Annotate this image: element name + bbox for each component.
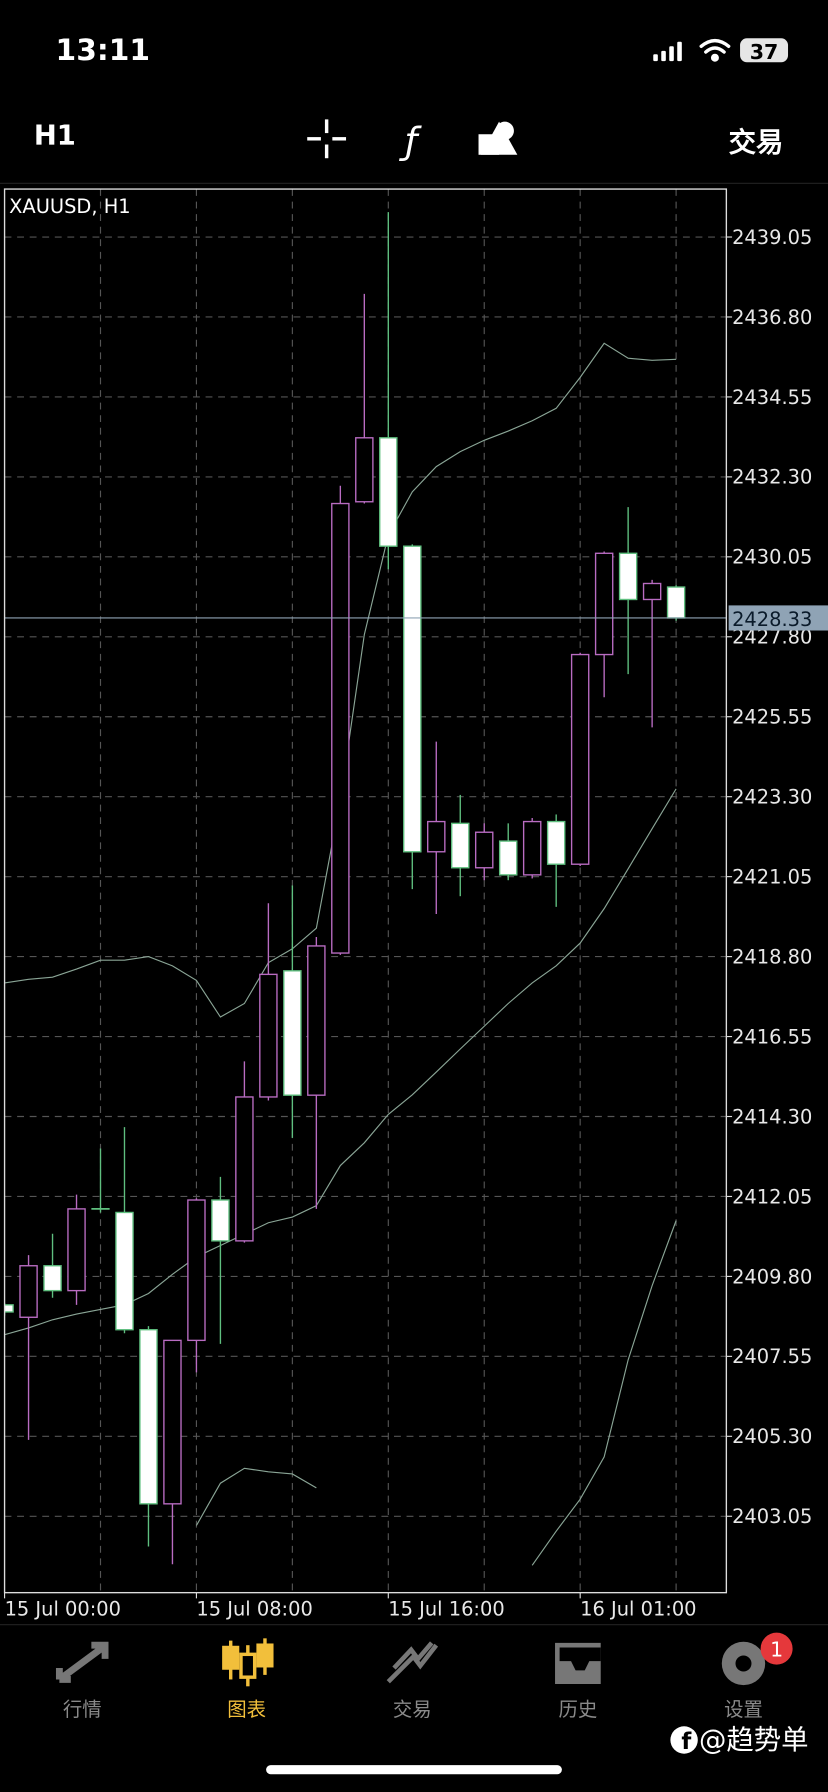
battery-level: 37 <box>750 40 779 64</box>
candle-body <box>546 820 566 865</box>
candle-body <box>139 1329 158 1505</box>
x-tick-label: 15 Jul 00:00 <box>5 1598 121 1621</box>
chart-title: XAUUSD, H1 <box>9 195 131 218</box>
candle-body <box>283 970 302 1096</box>
badge-count: 1 <box>770 1638 783 1662</box>
candle-body <box>19 1265 38 1318</box>
candle-body <box>498 840 518 876</box>
candle-body <box>570 653 590 865</box>
candle-body <box>379 437 398 547</box>
candle-body <box>259 973 278 1098</box>
band-line <box>195 1220 677 1566</box>
nav-icon-trade <box>386 1641 439 1684</box>
svg-text:f: f <box>681 1729 692 1755</box>
plot-frame <box>3 188 728 1594</box>
nav-bar: 行情 图表 交易 历史 设置 <box>63 1698 763 1721</box>
y-tick-label: 2418.80 <box>732 945 812 968</box>
timeframe-button[interactable]: H1 <box>34 121 76 152</box>
y-tick-label: 2423.30 <box>732 786 812 809</box>
plot <box>4 212 727 1566</box>
candle-body <box>666 586 686 619</box>
objects-button[interactable] <box>478 121 518 155</box>
y-tick-label: 2405.30 <box>732 1425 812 1448</box>
candle-body <box>451 822 470 869</box>
y-tick-label: 2432.30 <box>732 466 812 489</box>
nav-tab[interactable]: 行情 <box>63 1698 102 1721</box>
y-tick-label: 2436.80 <box>732 306 812 329</box>
candle-body <box>235 1096 254 1242</box>
trade-button[interactable]: 交易 <box>729 126 784 158</box>
indicators-button[interactable]: ƒ <box>399 120 422 163</box>
nav-icon-settings <box>721 1641 766 1686</box>
y-tick-label: 2421.05 <box>732 865 812 888</box>
grid <box>4 189 727 1593</box>
current-price-box <box>728 605 828 631</box>
candle-body <box>427 820 446 853</box>
axes: 2439.05 2436.80 2434.55 2432.30 2430.05 2427.… <box>3 226 828 1621</box>
candle-body <box>115 1211 134 1331</box>
nav-tab[interactable]: 交易 <box>393 1698 432 1721</box>
y-tick-label: 2403.05 <box>732 1505 812 1528</box>
y-tick-label: 2425.55 <box>732 706 812 729</box>
nav-icon-quotes <box>55 1641 109 1683</box>
candle-body <box>474 831 494 869</box>
y-tick-label: 2434.55 <box>732 386 812 409</box>
nav-icon-chart <box>222 1638 274 1687</box>
y-tick-label: 2427.80 <box>732 626 812 649</box>
x-tick-label: 15 Jul 08:00 <box>196 1598 312 1621</box>
battery <box>740 38 789 63</box>
candle-body <box>642 582 662 601</box>
nav-tab[interactable]: 设置 <box>724 1698 763 1721</box>
y-tick-label: 2430.05 <box>732 546 812 569</box>
y-tick-label: 2439.05 <box>732 226 812 249</box>
candle-body <box>307 945 326 1096</box>
candle-body <box>594 552 614 656</box>
candle-body <box>163 1339 182 1505</box>
y-tick-label: 2412.05 <box>732 1185 812 1208</box>
y-tick-label: 2414.30 <box>732 1105 812 1128</box>
candle-body <box>355 437 374 503</box>
current-price-label: 2428.33 <box>732 608 812 631</box>
x-tick-label: 16 Jul 01:00 <box>580 1598 696 1621</box>
crosshair-button[interactable] <box>307 119 347 159</box>
badge <box>760 1632 793 1665</box>
candle-body <box>67 1208 86 1292</box>
candle-body <box>211 1199 230 1242</box>
nav-icon-history <box>555 1642 601 1685</box>
nav-tab[interactable]: 图表 <box>227 1698 266 1721</box>
candle-body <box>187 1199 206 1342</box>
home-indicator <box>266 1765 562 1775</box>
signal-icon <box>653 41 682 62</box>
candle-body <box>403 545 422 853</box>
candle-body <box>522 820 542 876</box>
wifi-icon <box>699 38 731 62</box>
y-tick-label: 2409.80 <box>732 1265 812 1288</box>
watermark: @趋势单 <box>699 1725 809 1756</box>
nav-tab[interactable]: 历史 <box>558 1698 597 1721</box>
candle-body <box>618 552 638 601</box>
x-tick-label: 15 Jul 16:00 <box>388 1598 504 1621</box>
watermark-icon: f <box>670 1726 698 1755</box>
y-tick-label: 2407.55 <box>732 1345 812 1368</box>
candle-body <box>43 1265 62 1292</box>
candle-body <box>4 1304 14 1313</box>
y-tick-label: 2416.55 <box>732 1025 812 1048</box>
candle-body <box>331 502 350 954</box>
clock: 13:11 <box>56 33 151 68</box>
